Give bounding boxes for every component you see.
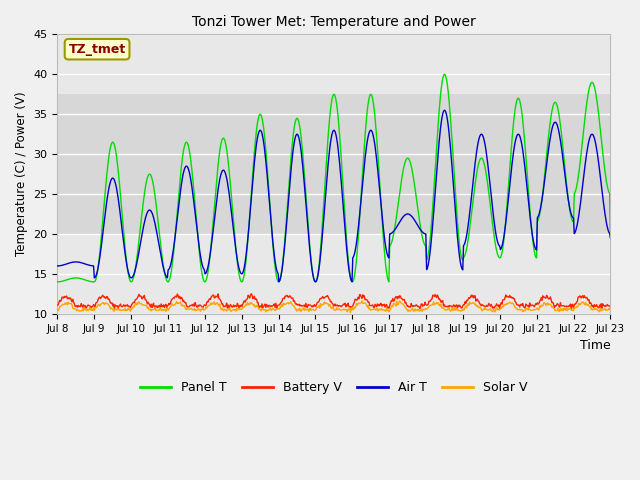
Solar V <box>206 302 214 308</box>
Battery V <box>177 296 184 302</box>
Line: Battery V: Battery V <box>58 294 611 309</box>
Air T <box>275 279 283 285</box>
Solar V <box>347 310 355 315</box>
Battery V <box>206 296 214 301</box>
Solar V <box>63 302 71 308</box>
Battery V <box>568 306 575 312</box>
Air T <box>607 235 614 241</box>
Solar V <box>403 307 410 312</box>
Solar V <box>419 307 427 312</box>
Panel T <box>206 256 214 262</box>
Air T <box>418 229 426 235</box>
Panel T <box>120 237 128 243</box>
Panel T <box>54 279 61 285</box>
Air T <box>402 212 410 217</box>
Line: Air T: Air T <box>58 110 611 282</box>
Text: TZ_tmet: TZ_tmet <box>68 43 125 56</box>
Solar V <box>358 298 366 304</box>
Air T <box>54 263 61 269</box>
Y-axis label: Temperature (C) / Power (V): Temperature (C) / Power (V) <box>15 92 28 256</box>
Solar V <box>54 307 61 312</box>
Panel T <box>177 172 184 178</box>
Battery V <box>248 291 255 297</box>
Battery V <box>120 302 128 308</box>
Battery V <box>63 296 71 301</box>
Bar <box>58 94 611 234</box>
Solar V <box>120 307 128 313</box>
Panel T <box>607 235 614 241</box>
Panel T <box>63 277 71 283</box>
Solar V <box>607 306 614 312</box>
X-axis label: Time: Time <box>580 339 611 352</box>
Panel T <box>401 159 409 165</box>
Air T <box>63 261 71 266</box>
Air T <box>120 245 128 251</box>
Battery V <box>402 300 410 305</box>
Panel T <box>440 72 448 77</box>
Legend: Panel T, Battery V, Air T, Solar V: Panel T, Battery V, Air T, Solar V <box>135 376 533 399</box>
Title: Tonzi Tower Met: Temperature and Power: Tonzi Tower Met: Temperature and Power <box>192 15 476 29</box>
Air T <box>440 108 448 113</box>
Air T <box>177 188 184 193</box>
Battery V <box>607 303 614 309</box>
Line: Panel T: Panel T <box>58 74 611 282</box>
Battery V <box>54 302 61 308</box>
Solar V <box>177 299 184 305</box>
Line: Solar V: Solar V <box>58 301 611 312</box>
Battery V <box>418 301 426 307</box>
Panel T <box>417 229 425 235</box>
Air T <box>206 254 214 260</box>
